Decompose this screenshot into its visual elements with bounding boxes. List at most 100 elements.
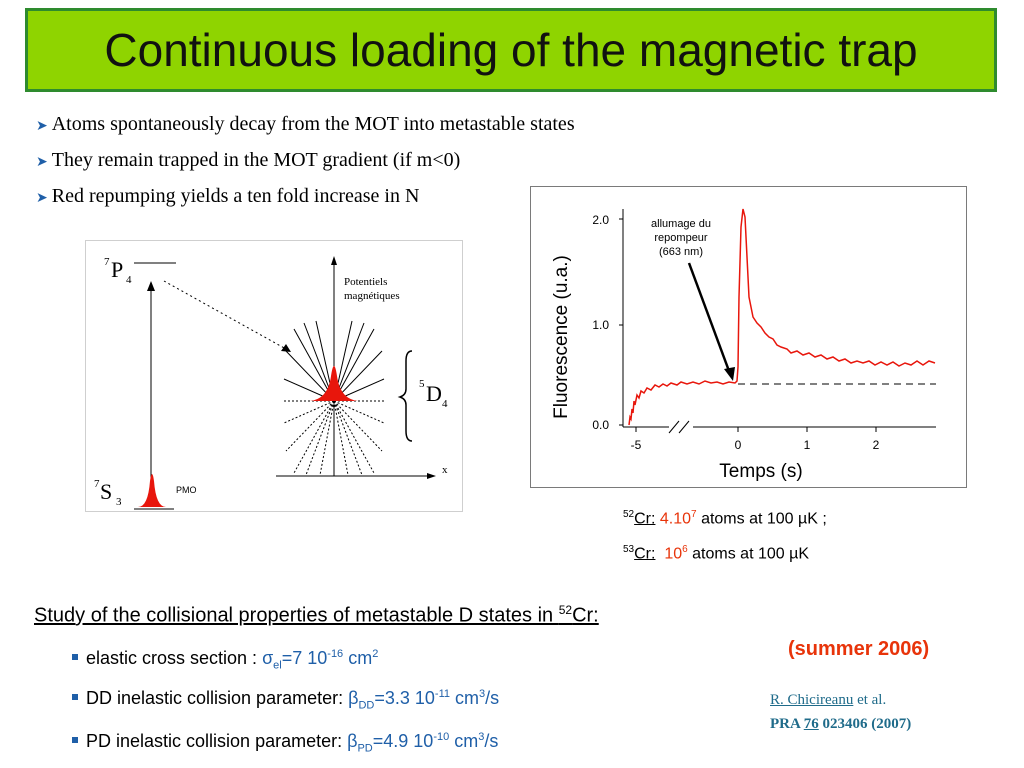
summer-label: (summer 2006) xyxy=(788,638,930,660)
beta-pd-symbol: β xyxy=(347,731,358,751)
item-dd: DD inelastic collision parameter: βDD=3.… xyxy=(72,688,499,712)
x-axis-label: x xyxy=(442,464,448,476)
level-s-label: S xyxy=(100,479,112,504)
sigma-sub: el xyxy=(273,659,282,672)
y-tick-label-0: 0.0 xyxy=(592,418,609,432)
level-p-sub: 4 xyxy=(126,274,132,286)
item-elastic-exp: -16 xyxy=(327,648,344,660)
brace xyxy=(397,350,413,442)
atoms-53-value: 10 xyxy=(664,545,683,563)
item-dd-exp: -11 xyxy=(434,688,451,700)
item-dd-tail: /s xyxy=(485,688,500,708)
title-banner: Continuous loading of the magnetic trap xyxy=(25,8,997,92)
trapped-atoms-peak xyxy=(310,366,358,401)
atoms-52-exp: 7 xyxy=(691,509,697,520)
bullet-2-text: They remain trapped in the MOT gradient … xyxy=(51,149,461,171)
decay-arrow xyxy=(163,280,287,350)
energy-level-diagram: 7 P 4 7 S 3 PMO x Potentiels magnétiques xyxy=(85,240,463,512)
study-text: Study of the collisional properties of m… xyxy=(34,604,559,627)
arrowhead-icon xyxy=(147,281,155,291)
arrow-bullet-icon: ➤ xyxy=(36,155,48,170)
sigma-symbol: σ xyxy=(262,648,274,668)
item-pd-value: =4.9 10 xyxy=(372,731,434,751)
arrowhead-icon xyxy=(281,344,291,352)
y-tick-label-1: 1.0 xyxy=(592,318,609,332)
reference-etal: et al. xyxy=(853,692,887,708)
isotope-52-label: Cr: xyxy=(634,510,656,528)
reference-pages: 023406 (2007) xyxy=(818,716,912,732)
square-bullet-icon xyxy=(72,737,78,744)
axis-break-mark xyxy=(668,420,680,434)
annotation-line-2: repompeur xyxy=(654,232,708,244)
item-elastic-label: elastic cross section : xyxy=(86,648,263,668)
fluorescence-svg: Fluorescence (u.a.) Temps (s) 2.0 1.0 0.… xyxy=(551,208,936,482)
square-bullet-icon xyxy=(72,694,78,701)
energy-level-svg: 7 P 4 7 S 3 PMO x Potentiels magnétiques xyxy=(94,256,448,510)
fluorescence-graph: Fluorescence (u.a.) Temps (s) 2.0 1.0 0.… xyxy=(530,186,967,488)
level-d-sup: 5 xyxy=(419,378,425,390)
volume-link[interactable]: 76 xyxy=(803,716,819,732)
pmo-label: PMO xyxy=(176,485,197,495)
item-pd-unit-exp: 3 xyxy=(478,731,485,743)
arrowhead-icon xyxy=(331,256,337,265)
atoms-53-exp: 6 xyxy=(682,544,688,555)
x-axis-label: Temps (s) xyxy=(719,461,802,482)
level-s-sup: 7 xyxy=(94,478,100,490)
level-p-sup: 7 xyxy=(104,256,110,268)
x-tick-label-0: -5 xyxy=(631,438,642,452)
reference-authors: R. Chicireanu et al. xyxy=(770,692,886,709)
item-elastic: elastic cross section : σel=7 10-16 cm2 xyxy=(72,648,378,672)
annotation-line-3: (663 nm) xyxy=(659,246,703,258)
arrowhead-icon xyxy=(427,473,436,479)
level-s-sub: 3 xyxy=(116,496,122,508)
isotope-53-label: Cr: xyxy=(634,545,656,563)
fluorescence-trace xyxy=(628,208,936,426)
item-pd-exp: -10 xyxy=(433,731,450,743)
beta-dd-sub: DD xyxy=(358,699,375,712)
potentials-label-1: Potentiels xyxy=(344,276,387,288)
item-dd-unit: cm xyxy=(450,688,480,708)
level-d-sub: 4 xyxy=(442,398,448,410)
y-tick-label-2: 2.0 xyxy=(592,213,609,227)
y-axis-label: Fluorescence (u.a.) xyxy=(551,255,572,419)
reference-journal: PRA xyxy=(770,716,804,732)
study-sup: 52 xyxy=(558,603,573,617)
level-p-label: P xyxy=(111,257,123,282)
item-pd-tail: /s xyxy=(484,731,499,751)
annotation-arrow xyxy=(687,262,731,372)
study-heading: Study of the collisional properties of m… xyxy=(34,603,599,628)
x-tick-label-2: 1 xyxy=(804,438,811,452)
item-dd-unit-exp: 3 xyxy=(479,688,486,700)
bullet-1: ➤ Atoms spontaneously decay from the MOT … xyxy=(36,113,575,136)
level-d-label: D xyxy=(426,381,442,406)
square-bullet-icon xyxy=(72,654,78,661)
item-dd-value: =3.3 10 xyxy=(374,688,435,708)
bullet-3-text: Red repumping yields a ten fold increase… xyxy=(51,185,420,207)
arrowhead-icon xyxy=(724,367,735,381)
author-link[interactable]: R. Chicireanu xyxy=(770,692,854,708)
item-elastic-unit-exp: 2 xyxy=(372,648,379,660)
potentials-label-2: magnétiques xyxy=(344,290,400,302)
item-elastic-value: =7 10 xyxy=(281,648,328,668)
x-tick-label-3: 2 xyxy=(873,438,880,452)
atoms-52-value: 4.10 xyxy=(659,510,692,528)
item-dd-label: DD inelastic collision parameter: xyxy=(86,688,349,708)
reference-citation: PRA 76 023406 (2007) xyxy=(770,716,911,733)
beta-pd-sub: PD xyxy=(357,742,373,755)
arrow-bullet-icon: ➤ xyxy=(36,191,48,206)
atoms-52-rest: atoms at 100 µK ; xyxy=(701,510,827,528)
study-tail: Cr: xyxy=(572,604,599,627)
mot-peak xyxy=(138,474,166,507)
axis-break-mark xyxy=(678,420,690,434)
bullet-3: ➤ Red repumping yields a ten fold increas… xyxy=(36,185,419,208)
x-tick-label-1: 0 xyxy=(735,438,742,452)
slide-title: Continuous loading of the magnetic trap xyxy=(104,24,918,76)
bullet-2: ➤ They remain trapped in the MOT gradient… xyxy=(36,149,460,172)
isotope-53-mass: 53 xyxy=(623,544,635,555)
isotope-52-mass: 52 xyxy=(623,509,635,520)
item-pd-label: PD inelastic collision parameter: xyxy=(86,731,348,751)
item-pd: PD inelastic collision parameter: βPD=4.… xyxy=(72,731,498,755)
atoms-53-rest: atoms at 100 µK xyxy=(692,545,809,563)
beta-dd-symbol: β xyxy=(348,688,359,708)
arrow-bullet-icon: ➤ xyxy=(36,119,48,134)
